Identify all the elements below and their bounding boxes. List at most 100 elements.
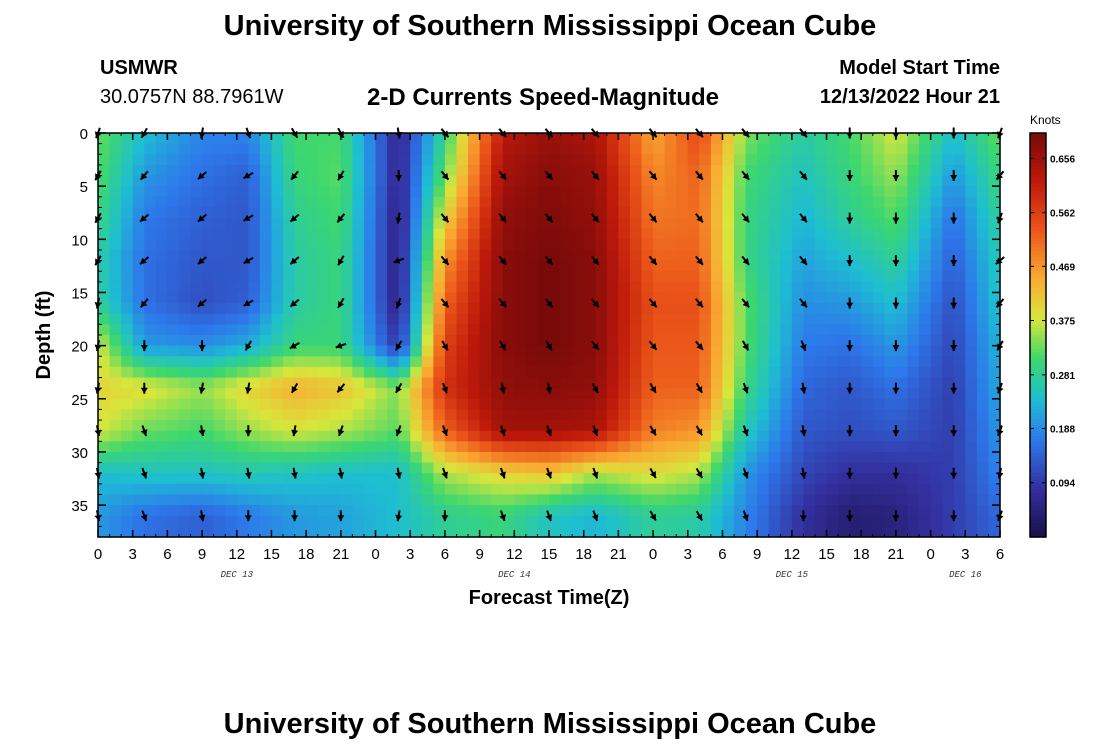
heatmap-cell [271, 143, 284, 155]
heatmap-cell [294, 356, 307, 368]
arrow-head [290, 215, 298, 222]
heatmap-cell [780, 303, 793, 315]
heatmap-cell [317, 186, 330, 198]
heatmap-cell [456, 186, 469, 198]
heatmap-cell [965, 324, 978, 336]
heatmap-cell [699, 292, 712, 304]
heatmap-cell [606, 292, 619, 304]
heatmap-cell [895, 249, 909, 262]
heatmap-cell [722, 303, 735, 315]
heatmap-cell [155, 356, 168, 368]
heatmap-cell [780, 292, 793, 304]
heatmap-cell [861, 515, 874, 527]
heatmap-cell [572, 281, 585, 294]
current-vector-arrow [799, 510, 807, 522]
arrow-head [441, 257, 449, 265]
heatmap-cell [514, 505, 527, 517]
heatmap-cell [757, 473, 770, 485]
heatmap-cell [248, 324, 261, 336]
heatmap-cell [491, 133, 504, 145]
heatmap-cell [664, 526, 677, 538]
heatmap-cell [734, 473, 747, 485]
heatmap-cell [514, 249, 527, 262]
heatmap-cell [387, 420, 400, 432]
heatmap-cell [202, 207, 215, 219]
heatmap-cell [549, 494, 562, 506]
heatmap-cell [676, 388, 689, 400]
heatmap-cell [664, 473, 677, 485]
current-vector-arrow [799, 213, 808, 223]
heatmap-cell [572, 345, 585, 357]
heatmap-cell [213, 515, 226, 527]
heatmap-cell [930, 505, 943, 517]
heatmap-cell [306, 324, 319, 336]
heatmap-cell [919, 303, 932, 315]
heatmap-cell [121, 377, 134, 389]
heatmap-cell [502, 143, 515, 155]
heatmap-cell [814, 313, 828, 325]
heatmap-cell [98, 324, 111, 336]
heatmap-cell [549, 228, 562, 240]
heatmap-cell [98, 218, 111, 230]
heatmap-cell [306, 281, 319, 294]
heatmap-cell [895, 515, 909, 527]
heatmap-cell [433, 505, 446, 517]
heatmap-cell [780, 313, 793, 325]
heatmap-cell [340, 196, 354, 209]
heatmap-cell [664, 388, 677, 400]
heatmap-cell [757, 377, 770, 389]
x-tick-label: 3 [684, 546, 692, 563]
heatmap-cell [387, 356, 400, 368]
heatmap-cell [306, 143, 319, 155]
heatmap-cell [525, 313, 539, 325]
heatmap-cell [942, 388, 955, 400]
heatmap-cell [768, 207, 781, 219]
heatmap-cell [768, 281, 781, 294]
heatmap-cell [317, 526, 330, 538]
heatmap-cell [294, 196, 307, 209]
heatmap-cell [953, 186, 966, 198]
heatmap-cell [98, 249, 111, 262]
colorbar-cell [1030, 331, 1046, 336]
heatmap-cell [514, 292, 527, 304]
heatmap-cell [988, 505, 1001, 517]
heatmap-cell [340, 356, 354, 368]
heatmap-cell [549, 335, 562, 347]
heatmap-cell [294, 313, 307, 325]
heatmap-cell [433, 271, 446, 283]
heatmap-cell [549, 175, 562, 187]
arrow-head [696, 257, 703, 265]
heatmap-cell [410, 462, 423, 474]
heatmap-cell [595, 356, 608, 368]
heatmap-cell [907, 303, 920, 315]
heatmap-cell [225, 335, 238, 347]
heatmap-cell [433, 281, 446, 294]
heatmap-cell [629, 133, 643, 145]
heatmap-cell [121, 228, 134, 240]
heatmap-cell [121, 451, 134, 464]
heatmap-cell [988, 313, 1001, 325]
heatmap-cell [861, 451, 874, 464]
heatmap-cell [132, 154, 145, 166]
heatmap-cell [479, 228, 492, 240]
heatmap-cell [861, 377, 874, 389]
heatmap-cell [791, 207, 805, 219]
heatmap-cell [375, 494, 388, 506]
heatmap-cell [734, 345, 747, 357]
heatmap-cell [271, 324, 284, 336]
heatmap-cell [791, 430, 805, 442]
heatmap-cell [98, 196, 111, 209]
heatmap-cell [710, 430, 724, 442]
heatmap-cell [202, 313, 215, 325]
heatmap-cell [988, 239, 1001, 251]
heatmap-cell [838, 483, 851, 496]
heatmap-cell [155, 505, 168, 517]
station-coordinates: 30.0757N 88.7961W [100, 86, 284, 108]
heatmap-cell [907, 420, 920, 432]
heatmap-cell [826, 186, 839, 198]
heatmap-cell [340, 430, 354, 442]
current-vector-arrow [846, 170, 854, 181]
heatmap-cell [872, 207, 885, 219]
heatmap-cell [687, 494, 700, 506]
heatmap-cell [572, 356, 585, 368]
